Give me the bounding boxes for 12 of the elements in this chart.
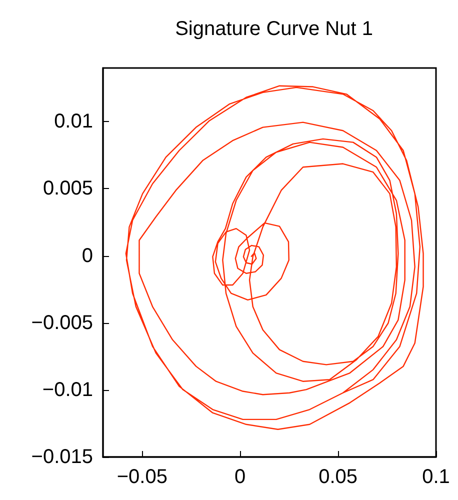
y-tick-label: −0.005 — [31, 312, 93, 334]
line-series — [125, 85, 424, 430]
chart-title: Signature Curve Nut 1 — [175, 18, 373, 40]
x-tick-label: 0.05 — [318, 466, 358, 488]
x-tick-label: 0.1 — [422, 466, 450, 488]
y-tick-label: 0.005 — [42, 178, 93, 200]
y-tick-label: −0.015 — [31, 446, 93, 468]
y-tick-label: 0 — [82, 244, 93, 267]
x-tick-label: −0.05 — [116, 466, 168, 488]
y-tick-label: −0.01 — [42, 378, 93, 401]
y-tick-label: 0.01 — [54, 110, 93, 133]
x-tick-label: 0 — [234, 466, 246, 488]
